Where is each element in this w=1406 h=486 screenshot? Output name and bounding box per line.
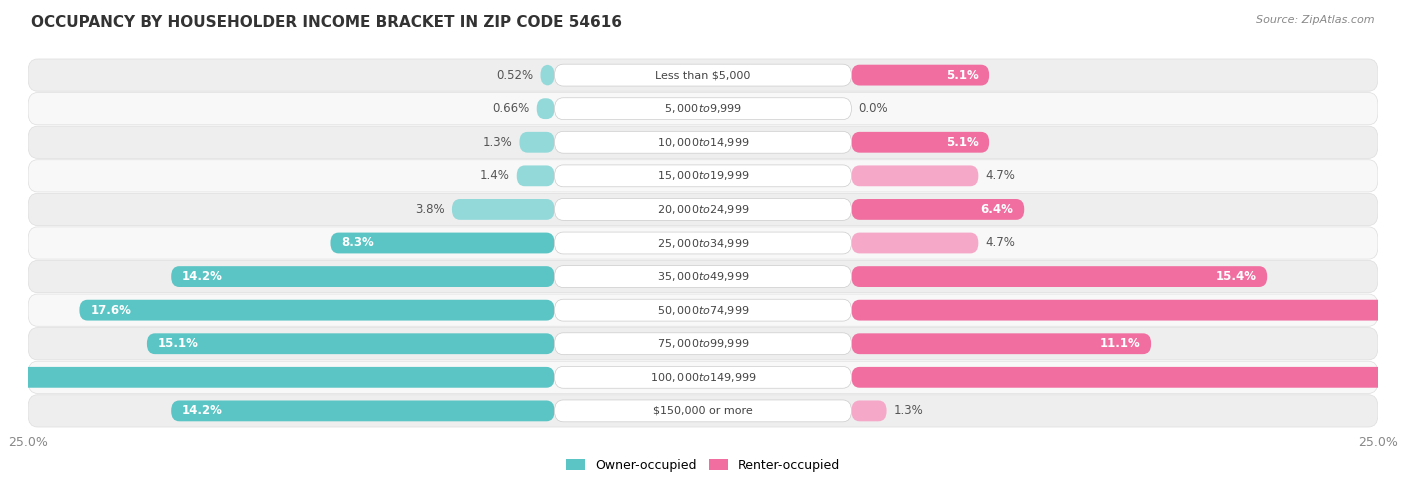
FancyBboxPatch shape xyxy=(554,198,852,220)
Text: 1.4%: 1.4% xyxy=(479,169,510,182)
FancyBboxPatch shape xyxy=(852,333,1152,354)
Text: 4.7%: 4.7% xyxy=(986,169,1015,182)
Text: 21.8%: 21.8% xyxy=(1388,304,1406,317)
Text: $5,000 to $9,999: $5,000 to $9,999 xyxy=(664,102,742,115)
Text: $10,000 to $14,999: $10,000 to $14,999 xyxy=(657,136,749,149)
Text: 17.6%: 17.6% xyxy=(90,304,131,317)
Text: Source: ZipAtlas.com: Source: ZipAtlas.com xyxy=(1257,15,1375,25)
FancyBboxPatch shape xyxy=(28,328,1378,360)
FancyBboxPatch shape xyxy=(519,132,554,153)
FancyBboxPatch shape xyxy=(451,199,554,220)
FancyBboxPatch shape xyxy=(28,59,1378,91)
Text: $100,000 to $149,999: $100,000 to $149,999 xyxy=(650,371,756,384)
FancyBboxPatch shape xyxy=(28,361,1378,394)
Text: 5.1%: 5.1% xyxy=(946,69,979,82)
Text: 14.2%: 14.2% xyxy=(181,270,224,283)
FancyBboxPatch shape xyxy=(852,165,979,186)
FancyBboxPatch shape xyxy=(28,193,1378,226)
Text: $15,000 to $19,999: $15,000 to $19,999 xyxy=(657,169,749,182)
FancyBboxPatch shape xyxy=(554,131,852,153)
FancyBboxPatch shape xyxy=(554,64,852,86)
FancyBboxPatch shape xyxy=(852,199,1024,220)
FancyBboxPatch shape xyxy=(28,395,1378,427)
FancyBboxPatch shape xyxy=(0,367,554,388)
Text: $25,000 to $34,999: $25,000 to $34,999 xyxy=(657,237,749,249)
FancyBboxPatch shape xyxy=(852,65,990,86)
FancyBboxPatch shape xyxy=(28,260,1378,293)
Text: OCCUPANCY BY HOUSEHOLDER INCOME BRACKET IN ZIP CODE 54616: OCCUPANCY BY HOUSEHOLDER INCOME BRACKET … xyxy=(31,15,621,30)
Text: $150,000 or more: $150,000 or more xyxy=(654,406,752,416)
FancyBboxPatch shape xyxy=(554,266,852,288)
Text: 14.2%: 14.2% xyxy=(181,404,224,417)
FancyBboxPatch shape xyxy=(28,126,1378,158)
FancyBboxPatch shape xyxy=(554,333,852,355)
FancyBboxPatch shape xyxy=(517,165,554,186)
Text: 8.3%: 8.3% xyxy=(342,237,374,249)
Text: 1.3%: 1.3% xyxy=(893,404,924,417)
Text: 15.1%: 15.1% xyxy=(157,337,198,350)
FancyBboxPatch shape xyxy=(554,400,852,422)
Text: 6.4%: 6.4% xyxy=(980,203,1014,216)
Text: $75,000 to $99,999: $75,000 to $99,999 xyxy=(657,337,749,350)
Text: 4.7%: 4.7% xyxy=(986,237,1015,249)
FancyBboxPatch shape xyxy=(28,160,1378,192)
FancyBboxPatch shape xyxy=(852,266,1267,287)
FancyBboxPatch shape xyxy=(172,400,554,421)
Text: 0.52%: 0.52% xyxy=(496,69,534,82)
FancyBboxPatch shape xyxy=(554,232,852,254)
FancyBboxPatch shape xyxy=(330,233,554,253)
Text: 11.1%: 11.1% xyxy=(1099,337,1140,350)
Text: $35,000 to $49,999: $35,000 to $49,999 xyxy=(657,270,749,283)
Text: $50,000 to $74,999: $50,000 to $74,999 xyxy=(657,304,749,317)
FancyBboxPatch shape xyxy=(540,65,554,86)
FancyBboxPatch shape xyxy=(146,333,554,354)
Text: 0.0%: 0.0% xyxy=(858,102,887,115)
FancyBboxPatch shape xyxy=(852,300,1406,321)
Text: 0.66%: 0.66% xyxy=(492,102,530,115)
Text: 1.3%: 1.3% xyxy=(482,136,513,149)
FancyBboxPatch shape xyxy=(554,165,852,187)
FancyBboxPatch shape xyxy=(852,233,979,253)
Text: 3.8%: 3.8% xyxy=(416,203,446,216)
Text: 5.1%: 5.1% xyxy=(946,136,979,149)
FancyBboxPatch shape xyxy=(852,367,1406,388)
Text: 15.4%: 15.4% xyxy=(1215,270,1257,283)
FancyBboxPatch shape xyxy=(852,132,990,153)
FancyBboxPatch shape xyxy=(79,300,554,321)
Text: $20,000 to $24,999: $20,000 to $24,999 xyxy=(657,203,749,216)
FancyBboxPatch shape xyxy=(28,294,1378,326)
FancyBboxPatch shape xyxy=(172,266,554,287)
FancyBboxPatch shape xyxy=(554,299,852,321)
FancyBboxPatch shape xyxy=(537,98,554,119)
FancyBboxPatch shape xyxy=(28,227,1378,259)
FancyBboxPatch shape xyxy=(28,92,1378,125)
FancyBboxPatch shape xyxy=(554,98,852,120)
Text: Less than $5,000: Less than $5,000 xyxy=(655,70,751,80)
Legend: Owner-occupied, Renter-occupied: Owner-occupied, Renter-occupied xyxy=(561,454,845,477)
FancyBboxPatch shape xyxy=(554,366,852,388)
FancyBboxPatch shape xyxy=(852,400,887,421)
